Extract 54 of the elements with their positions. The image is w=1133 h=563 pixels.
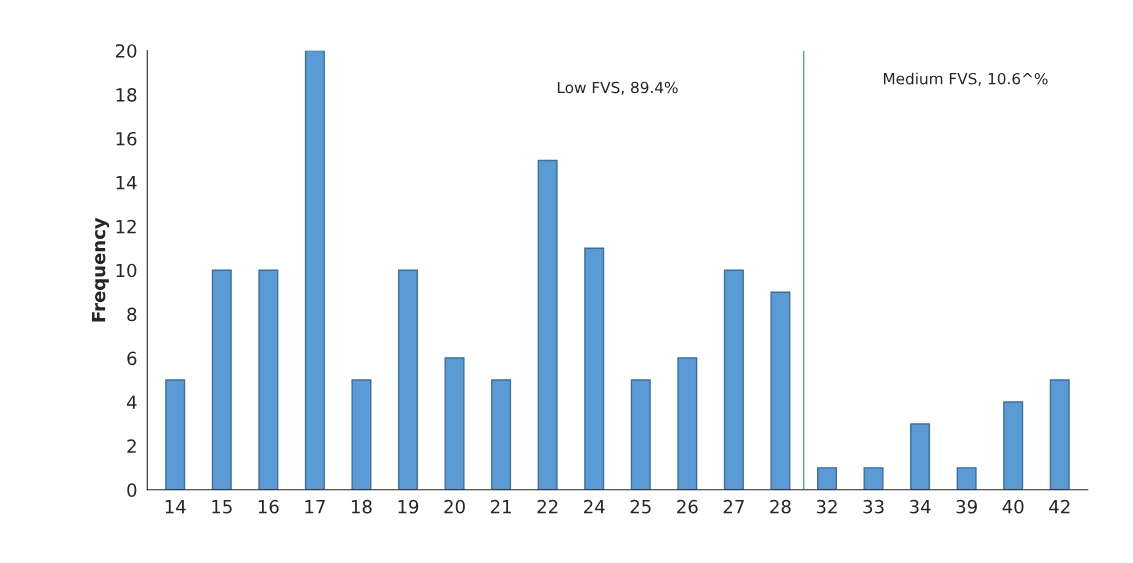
- x-tick-label: 17: [305, 500, 325, 514]
- y-tick-label: 8: [127, 307, 137, 322]
- annotation: Low FVS, 89.4%: [557, 81, 678, 95]
- bar: [816, 467, 837, 490]
- bar: [351, 379, 372, 490]
- bar: [956, 467, 977, 490]
- annotation: Medium FVS, 10.6^%: [883, 72, 1048, 87]
- x-tick-label: 21: [490, 499, 511, 514]
- bar: [211, 269, 232, 490]
- x-tick-label: 42: [1049, 499, 1070, 514]
- x-tick-label: 28: [770, 499, 791, 514]
- x-tick-label: 16: [258, 499, 279, 514]
- bar: [677, 357, 698, 490]
- bar: [584, 247, 605, 490]
- y-tick-label: 12: [116, 219, 136, 234]
- x-tick-label: 22: [537, 499, 558, 514]
- bar: [910, 423, 931, 490]
- y-tick-label: 6: [127, 351, 137, 366]
- x-tick-label: 14: [165, 500, 186, 514]
- bar: [770, 291, 791, 490]
- y-tick-label: 18: [116, 88, 137, 102]
- x-tick-label: 40: [1002, 499, 1024, 514]
- bar: [1003, 401, 1024, 490]
- bar: [444, 357, 465, 490]
- bar: [397, 269, 418, 490]
- x-tick-label: 26: [677, 499, 698, 514]
- bar: [491, 379, 512, 490]
- bar: [723, 269, 744, 490]
- y-tick-label: 14: [116, 176, 137, 190]
- bar: [258, 269, 279, 490]
- bar: [304, 50, 325, 490]
- x-tick-label: 27: [723, 499, 744, 514]
- x-tick-label: 32: [816, 499, 837, 514]
- x-tick-label: 25: [630, 499, 651, 514]
- x-tick-label: 18: [351, 499, 372, 514]
- x-tick-label: 34: [909, 499, 931, 514]
- y-tick-label: 0: [127, 483, 137, 497]
- y-tick-label: 10: [116, 263, 137, 278]
- x-tick-label: 19: [398, 499, 419, 514]
- y-axis-title: Frequency: [91, 217, 110, 322]
- x-tick-label: 20: [444, 499, 465, 514]
- bar: [630, 379, 651, 490]
- bar: [537, 159, 558, 490]
- bar: [1049, 379, 1070, 490]
- bar: [165, 379, 186, 490]
- y-tick-label: 4: [126, 395, 137, 409]
- y-tick-label: 20: [115, 44, 137, 58]
- y-tick-label: 2: [127, 439, 136, 453]
- x-tick-label: 15: [212, 500, 232, 514]
- x-tick-label: 33: [863, 499, 884, 514]
- bar: [863, 467, 884, 490]
- x-tick-label: 39: [956, 499, 977, 514]
- x-tick-label: 24: [584, 499, 605, 514]
- y-tick-label: 16: [116, 131, 137, 146]
